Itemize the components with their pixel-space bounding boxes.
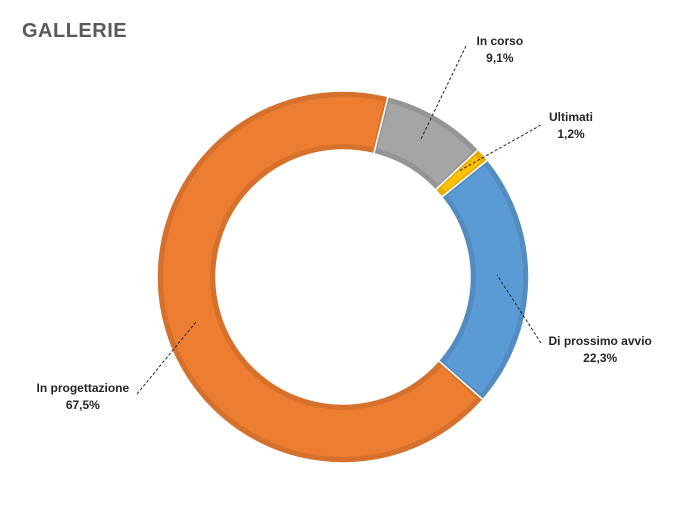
data-label-in-corso: In corso 9,1% [477,33,524,67]
chart-title: GALLERIE [22,20,128,42]
data-label-in-progettazione: In progettazione 67,5% [37,380,130,414]
donut-slice-face [444,166,523,394]
data-label-di-prossimo-avvio: Di prossimo avvio 22,3% [549,333,652,367]
leader-line [420,45,467,140]
leader-line [496,274,542,344]
slice-percent: 22,3% [583,351,618,365]
slice-name: Ultimati [549,110,594,124]
slice-name: In progettazione [36,381,130,395]
slice-name: In corso [476,34,524,48]
leader-line [458,124,542,172]
slice-percent: 9,1% [486,51,514,65]
slice-name: Di prossimo avvio [548,334,652,348]
slice-percent: 67,5% [65,398,100,412]
data-label-ultimati: Ultimati 1,2% [549,109,593,143]
leader-line [136,321,197,395]
donut-slice-face [377,103,473,185]
slices-layer [156,90,530,464]
slice-percent: 1,2% [557,127,585,141]
donut-slice-face [163,96,477,457]
leader-lines [136,45,542,395]
